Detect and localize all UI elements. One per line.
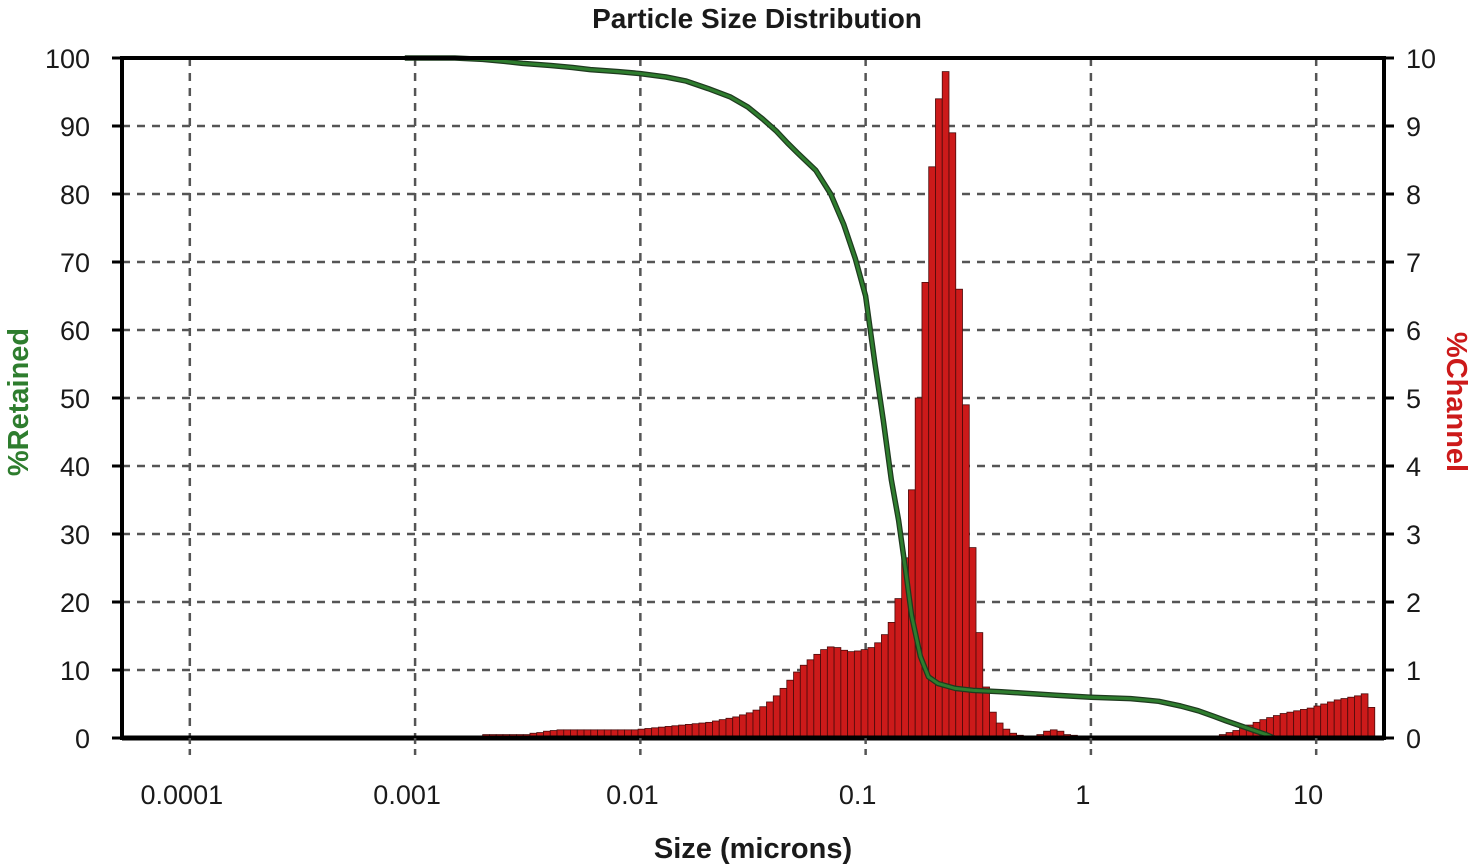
x-tick-label-4: 1 (1075, 780, 1090, 810)
right-tick-label-4: 4 (1406, 452, 1421, 482)
x-tick-label-0: 0.0001 (141, 780, 224, 810)
right-axis-label: %Channel (1440, 332, 1472, 472)
left-tick-label-4: 40 (60, 452, 90, 482)
x-axis-label: Size (microns) (654, 833, 852, 865)
channel-bar-138 (1347, 696, 1355, 739)
channel-bar-134 (1320, 703, 1328, 739)
right-tick-label-8: 8 (1406, 180, 1421, 210)
right-tick-label-6: 6 (1406, 316, 1421, 346)
left-axis-ticks: 0 10 20 30 40 50 60 70 80 90 100 (45, 44, 122, 754)
channel-bar-85 (989, 711, 997, 739)
channel-bar-141 (1367, 707, 1376, 739)
channel-bar-136 (1333, 699, 1342, 739)
channel-bar-83 (975, 632, 984, 739)
channel-bar-53 (772, 695, 781, 739)
channel-bar-69 (881, 634, 889, 739)
channel-bar-133 (1313, 705, 1322, 739)
channel-bar-47 (732, 716, 740, 739)
left-tick-label-7: 70 (60, 248, 90, 278)
channel-bar-140 (1360, 693, 1369, 739)
left-tick-label-8: 80 (60, 180, 90, 210)
left-tick-label-0: 0 (75, 724, 90, 754)
channel-bar-48 (739, 714, 747, 739)
retained-line-layer (404, 55, 1276, 741)
retained-line (404, 56, 1275, 740)
channel-bar-49 (745, 712, 754, 739)
channel-bar-82 (968, 547, 977, 739)
channel-bars (414, 71, 1382, 739)
right-tick-label-5: 5 (1406, 384, 1421, 414)
left-tick-label-9: 90 (60, 112, 90, 142)
channel-bar-74 (914, 397, 923, 739)
channel-bar-62 (833, 647, 842, 739)
channel-bar-84 (982, 686, 990, 739)
channel-bar-61 (826, 646, 835, 739)
channel-bar-51 (759, 706, 767, 739)
right-tick-label-0: 0 (1406, 724, 1421, 754)
left-axis-label: %Retained (3, 328, 35, 476)
channel-bar-60 (820, 649, 828, 739)
channel-bar-44 (712, 720, 720, 739)
channel-bar-80 (955, 288, 963, 739)
left-tick-label-5: 50 (60, 384, 90, 414)
right-tick-label-10: 10 (1406, 44, 1436, 74)
channel-bar-45 (718, 719, 727, 739)
channel-bar-79 (948, 132, 957, 739)
right-tick-label-1: 1 (1406, 656, 1421, 686)
right-tick-label-3: 3 (1406, 520, 1421, 550)
chart-title: Particle Size Distribution (592, 3, 922, 34)
channel-bar-65 (853, 650, 862, 739)
channel-bar-71 (894, 598, 903, 739)
channel-bar-139 (1354, 695, 1362, 739)
x-tick-label-2: 0.01 (606, 780, 659, 810)
left-tick-label-10: 100 (45, 44, 90, 74)
x-axis-ticks: 0.0001 0.001 0.01 0.1 1 10 (141, 738, 1323, 810)
channel-bar-127 (1272, 715, 1281, 739)
channel-bar-77 (935, 98, 943, 739)
left-tick-label-2: 20 (60, 588, 90, 618)
channel-bar-128 (1279, 713, 1288, 739)
channel-bar-63 (840, 649, 849, 739)
right-tick-label-7: 7 (1406, 248, 1421, 278)
left-tick-label-1: 10 (60, 656, 90, 686)
channel-bar-57 (799, 664, 808, 739)
channel-bar-64 (847, 651, 855, 739)
channel-bar-67 (867, 647, 876, 739)
x-tick-label-3: 0.1 (839, 780, 877, 810)
channel-bar-130 (1293, 710, 1301, 739)
channel-bar-76 (928, 166, 936, 739)
right-tick-label-2: 2 (1406, 588, 1421, 618)
channel-bar-131 (1300, 709, 1308, 739)
channel-bar-46 (725, 717, 734, 739)
x-tick-label-5: 10 (1293, 780, 1323, 810)
channel-bar-137 (1340, 698, 1349, 739)
left-tick-label-6: 60 (60, 316, 90, 346)
x-tick-label-1: 0.001 (373, 780, 441, 810)
channel-bar-59 (813, 653, 821, 739)
channel-bar-135 (1327, 701, 1335, 739)
channel-bar-58 (806, 659, 815, 739)
channel-bar-54 (779, 687, 788, 739)
channel-bar-78 (941, 71, 950, 739)
right-tick-label-9: 9 (1406, 112, 1421, 142)
channel-bar-56 (793, 671, 801, 739)
grid-lines (122, 58, 1384, 738)
channel-bar-52 (766, 701, 774, 739)
left-tick-label-3: 30 (60, 520, 90, 550)
channel-bar-66 (860, 649, 869, 739)
right-axis-ticks: 0 1 2 3 4 5 6 7 8 9 10 (1384, 44, 1436, 754)
channel-bar-68 (874, 642, 882, 739)
channel-bar-129 (1286, 711, 1295, 739)
channel-bar-50 (752, 709, 761, 739)
channel-bar-132 (1306, 707, 1315, 739)
channel-bar-70 (887, 622, 896, 739)
channel-bar-55 (786, 679, 794, 739)
